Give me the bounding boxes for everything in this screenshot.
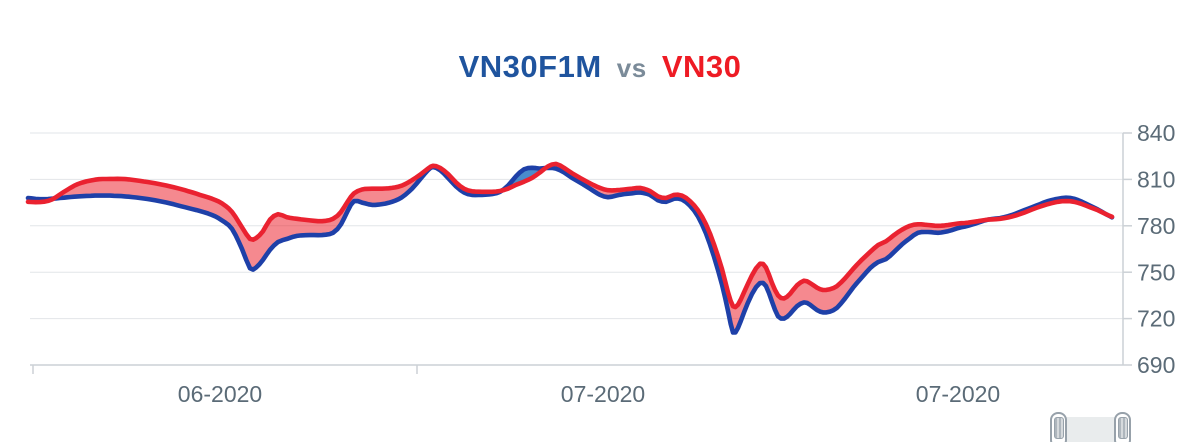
series-line-vn30 bbox=[25, 161, 1115, 310]
chart-title-series2: VN30 bbox=[661, 49, 742, 84]
x-axis-label: 07-2020 bbox=[916, 381, 1000, 407]
chart-title-separator: vs bbox=[616, 53, 647, 83]
chart-title-series1: VN30F1M bbox=[458, 49, 602, 84]
navigator-left-handle[interactable] bbox=[1050, 412, 1067, 442]
y-axis-label: 840 bbox=[1137, 120, 1175, 146]
navigator-right-handle[interactable] bbox=[1114, 412, 1131, 442]
y-axis-label: 810 bbox=[1137, 166, 1175, 192]
y-axis-label: 750 bbox=[1137, 259, 1175, 285]
y-axis-label: 690 bbox=[1137, 352, 1175, 378]
y-axis-label: 780 bbox=[1137, 213, 1175, 239]
navigator-scrollbar[interactable] bbox=[1050, 412, 1140, 442]
x-axis-label: 06-2020 bbox=[178, 381, 262, 407]
grip-handle-icon bbox=[1117, 417, 1128, 439]
band-fill-above bbox=[53, 165, 502, 270]
y-axis-label: 720 bbox=[1137, 306, 1175, 332]
series-line-vn30f1m bbox=[25, 164, 1115, 335]
x-axis-label: 07-2020 bbox=[561, 381, 645, 407]
chart-title: VN30F1M vs VN30 bbox=[0, 50, 1200, 85]
grip-handle-icon bbox=[1053, 417, 1064, 439]
